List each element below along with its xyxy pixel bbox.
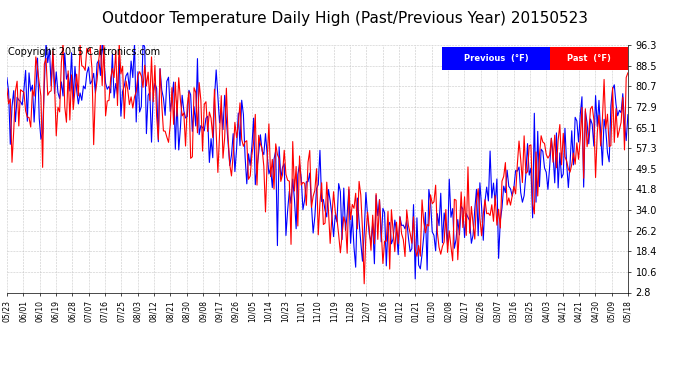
Text: Outdoor Temperature Daily High (Past/Previous Year) 20150523: Outdoor Temperature Daily High (Past/Pre…: [102, 11, 588, 26]
Text: Past  (°F): Past (°F): [567, 54, 611, 63]
Bar: [551, 48, 628, 70]
Text: Copyright 2015 Cartronics.com: Copyright 2015 Cartronics.com: [8, 48, 159, 57]
Bar: [442, 48, 551, 70]
Text: Previous  (°F): Previous (°F): [464, 54, 529, 63]
